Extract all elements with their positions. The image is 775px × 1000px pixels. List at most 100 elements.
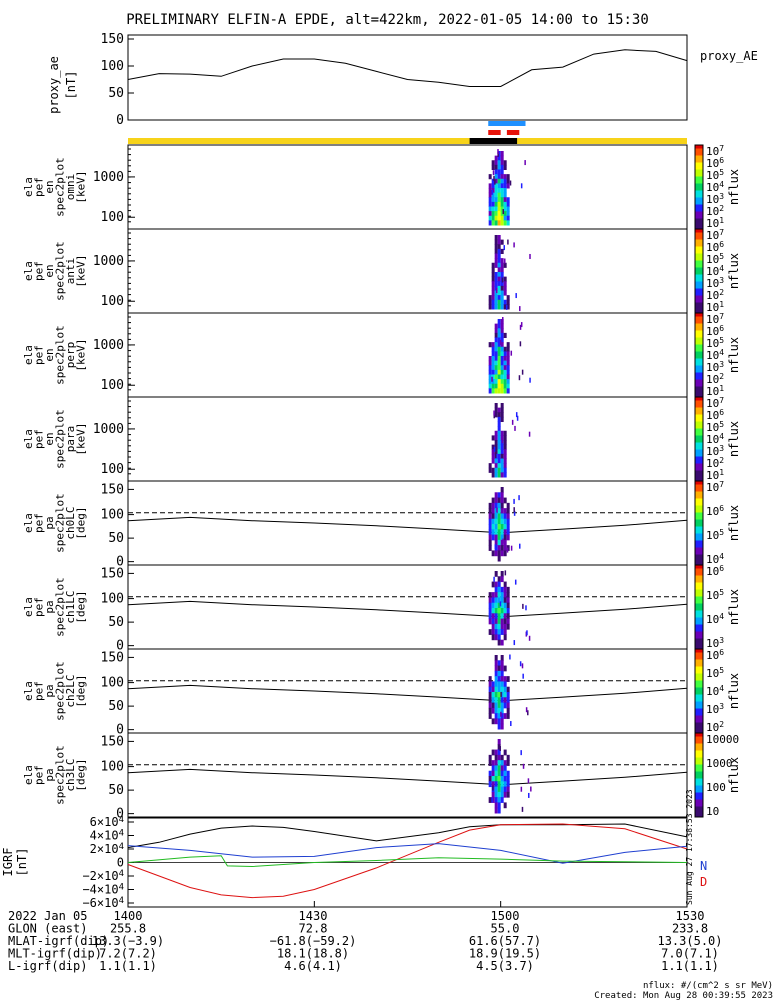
panel-ylabel: pef — [33, 513, 46, 533]
spectrogram-pixel — [494, 534, 498, 541]
spectrogram-hit — [510, 545, 513, 551]
spectrogram-pixel — [497, 744, 501, 751]
spectrogram-pixel — [494, 244, 498, 250]
colorbar-cell — [695, 663, 703, 667]
panel-ylabel: pef — [33, 345, 46, 365]
colorbar-cell — [695, 747, 703, 751]
colorbar-tick-label: 106 — [706, 504, 724, 518]
spectrogram-hit — [510, 721, 512, 727]
spectrogram-pixel — [491, 529, 495, 536]
colorbar-cell — [695, 498, 703, 503]
table-cell: 1400 — [114, 909, 143, 923]
spectrogram-pixel — [500, 365, 504, 371]
table-cell: 1500 — [491, 909, 520, 923]
spectrogram-pixel — [500, 220, 504, 226]
colorbar-cell — [695, 306, 703, 310]
spectrogram-pixel — [488, 618, 492, 625]
colorbar-tick-label: 103 — [706, 702, 724, 716]
colorbar-cell — [695, 271, 703, 275]
spectrogram-hit — [493, 576, 495, 582]
spectrogram-hit — [497, 151, 499, 157]
spectrogram-pixel — [503, 692, 507, 698]
ae-ylabel: proxy_ae — [47, 56, 61, 114]
colorbar-cell — [695, 488, 703, 492]
spectrogram-pixel — [491, 623, 495, 630]
spectrogram-pixel — [491, 592, 495, 598]
spectrogram-pixel — [497, 383, 501, 389]
spectrogram-pixel — [500, 586, 504, 593]
table-cell: 55.0 — [491, 922, 520, 936]
spectrogram-pixel — [494, 369, 498, 375]
igrf-series-blue — [127, 843, 688, 864]
spectrogram-pixel — [497, 319, 501, 325]
ytick-label: 0 — [116, 723, 124, 738]
spectrogram-hit — [494, 453, 497, 459]
loss-cone-line — [127, 768, 688, 786]
spectrogram-pixel — [491, 276, 495, 282]
spectrogram-pixel — [491, 383, 495, 389]
spectrogram-hit — [502, 538, 504, 544]
spectrogram-pixel — [491, 518, 495, 525]
spectrogram-pixel — [500, 545, 504, 551]
colorbar-label: nflux — [727, 505, 741, 541]
spectrogram-pixel — [500, 323, 504, 329]
colorbar-cell — [695, 173, 703, 177]
spectrogram-pixel — [488, 201, 492, 207]
colorbar-tick-label: 106 — [706, 156, 724, 170]
panel-ylabel: ela — [22, 513, 35, 533]
spectrogram-hit — [492, 170, 495, 176]
colorbar-cell — [695, 250, 703, 254]
spectrogram-pixel — [494, 681, 498, 688]
spectrogram-pixel — [497, 539, 501, 546]
spectrogram-pixel — [494, 754, 498, 761]
spectrogram-pixel — [497, 576, 501, 583]
spectrogram-pixel — [488, 463, 492, 469]
table-cell: 4.5(3.7) — [476, 959, 534, 973]
spectrogram-pixel — [488, 342, 492, 348]
colorbar-cell — [695, 516, 703, 520]
colorbar-cell — [695, 397, 703, 401]
colorbar-tick-label: 105 — [706, 420, 724, 434]
colorbar-cell — [695, 579, 703, 583]
panel-ylabel: [keV] — [75, 422, 88, 455]
spectrogram-pixel — [497, 215, 501, 221]
colorbar-cell — [695, 757, 703, 762]
spectrogram-pixel — [494, 323, 498, 329]
colorbar-cell — [695, 677, 703, 681]
spectrogram-pixel — [491, 160, 495, 166]
spectrogram-pixel — [506, 197, 510, 203]
colorbar-cell — [695, 145, 703, 149]
spectrogram-pixel — [506, 702, 510, 709]
ae-ytick-label: 0 — [116, 113, 124, 128]
colorbar-tick-label: 106 — [706, 324, 724, 338]
spectrogram-pixel — [494, 692, 498, 698]
panel-ylabel: pa — [43, 768, 56, 781]
colorbar-cell — [695, 540, 703, 545]
spectrogram-pixel — [497, 555, 501, 562]
spectrogram-pixel — [503, 178, 507, 184]
igrf-ytick-label: 0 — [117, 856, 124, 870]
ae-ylabel-units: [nT] — [64, 71, 78, 100]
colorbar-cell — [695, 712, 703, 716]
spectrogram-pixel — [494, 220, 498, 226]
spectrogram-pixel — [494, 697, 498, 704]
table-cell: 4.6(4.1) — [284, 959, 342, 973]
spectrogram-pixel — [491, 697, 495, 704]
colorbar-cell — [695, 383, 703, 387]
spectrogram-pixel — [500, 681, 504, 688]
spectrogram-pixel — [500, 613, 504, 620]
spectrogram-pixel — [500, 713, 504, 719]
spectrogram-hit — [501, 277, 504, 283]
spectrogram-pixel — [497, 295, 501, 301]
spectrogram-pixel — [503, 192, 507, 198]
spectrogram-pixel — [503, 765, 507, 772]
colorbar: nflux — [694, 228, 741, 314]
colorbar-cell — [695, 334, 703, 338]
spectrogram-pixel — [503, 629, 507, 635]
spectrogram-pixel — [500, 403, 504, 409]
spectrogram-pixel — [494, 337, 498, 343]
spectrogram-pixel — [503, 602, 507, 609]
table-cell: −61.8(−59.2) — [270, 934, 357, 948]
spectrogram-pixel — [500, 760, 504, 766]
